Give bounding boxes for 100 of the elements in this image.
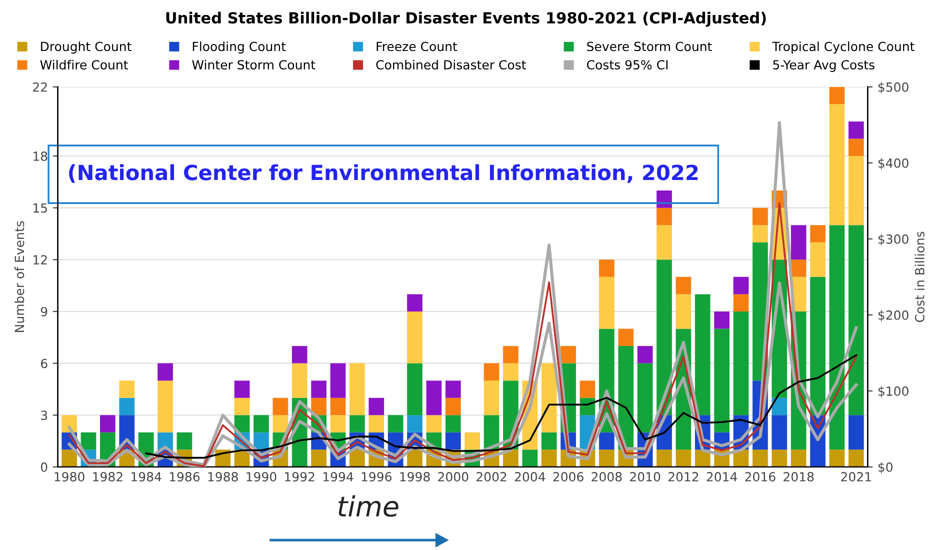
bar — [541, 363, 557, 432]
bar — [541, 450, 557, 467]
bar — [119, 380, 135, 398]
bar — [407, 294, 422, 312]
bar — [772, 415, 788, 450]
bar — [407, 311, 422, 364]
x-tick-label: 2012 — [668, 472, 698, 482]
bar — [772, 450, 788, 467]
y2-axis-title: Cost in Billions — [914, 232, 924, 322]
line-series — [68, 202, 858, 467]
bar — [829, 86, 845, 104]
bar — [158, 363, 173, 381]
bar — [158, 432, 173, 450]
bar — [330, 398, 346, 416]
bar — [176, 432, 192, 450]
bar — [254, 415, 269, 432]
x-tick-label: 2006 — [553, 472, 584, 482]
x-tick-label: 1982 — [93, 472, 122, 482]
bar — [599, 450, 614, 467]
line-series — [145, 354, 858, 459]
bar — [311, 450, 326, 467]
bar — [560, 346, 576, 364]
y2-tick-label: $100 — [878, 386, 908, 398]
bar — [676, 276, 692, 294]
legend-label: Flooding Count — [192, 42, 286, 54]
y-tick-label: 0 — [40, 462, 48, 472]
legend-label: Costs 95% CI — [586, 60, 668, 70]
bar — [445, 415, 461, 432]
bar — [733, 294, 749, 312]
bar — [388, 415, 404, 432]
bar — [368, 415, 384, 432]
bar — [407, 415, 422, 432]
bar — [790, 260, 806, 277]
bar — [848, 121, 864, 139]
x-tick-label: 2016 — [745, 472, 776, 482]
bar — [292, 346, 308, 364]
x-tick-label: 2000 — [438, 472, 468, 482]
bar — [599, 260, 614, 277]
bar — [790, 450, 806, 467]
annotation: (National Center for Environmental Information, 2022 — [69, 164, 698, 184]
bar — [292, 363, 308, 398]
bar — [599, 432, 614, 450]
bar — [772, 398, 788, 416]
bar — [676, 450, 692, 467]
bar — [350, 415, 365, 432]
bar — [848, 450, 864, 467]
x-tick-label: 1980 — [54, 472, 84, 482]
bar — [848, 415, 864, 450]
y-tick-label: 9 — [40, 306, 48, 316]
bar — [234, 380, 250, 398]
bar — [618, 328, 634, 346]
x-tick-label: 1998 — [400, 472, 430, 482]
bar — [848, 225, 864, 416]
bar — [350, 450, 365, 467]
bar — [350, 363, 365, 416]
chart-title: United States Billion-Dollar Disaster Events 1980-2021 (CPI-Adjusted) — [166, 12, 766, 27]
legend-label: Wildfire Count — [40, 60, 128, 70]
legend-label: Freeze Count — [376, 42, 458, 52]
legend-label: Severe Storm Count — [587, 42, 712, 52]
bar — [580, 380, 596, 398]
text: time — [338, 495, 398, 517]
x-tick-label: 2002 — [476, 472, 506, 482]
x-tick-label: 2014 — [706, 472, 738, 482]
y-tick-label: 22 — [33, 82, 47, 92]
x-tick-label: 1984 — [132, 472, 162, 482]
legend-label: 5-Year Avg Costs — [773, 60, 874, 72]
x-tick-label: 2021 — [841, 472, 871, 482]
x-tick-label: 1986 — [170, 472, 200, 482]
bar — [733, 311, 749, 416]
y-tick-label: 18 — [34, 151, 48, 161]
bar — [272, 415, 288, 432]
bar — [829, 450, 845, 467]
x-tick-label: 2010 — [630, 472, 660, 482]
y2-tick-label: $200 — [878, 310, 908, 322]
bar — [100, 415, 116, 432]
bar — [407, 363, 422, 416]
bar — [254, 432, 269, 450]
bar — [62, 415, 77, 432]
x-tick-label: 2018 — [784, 472, 814, 482]
line-series — [68, 121, 858, 466]
legend-label: Tropical Cyclone Count — [772, 42, 914, 54]
bar — [407, 450, 422, 467]
bar — [714, 328, 730, 432]
bar — [368, 398, 384, 416]
bar — [445, 432, 461, 450]
x-tick-label: 2008 — [592, 472, 622, 482]
y-tick-label: 15 — [34, 203, 47, 213]
y-tick-label: 6 — [40, 358, 48, 368]
bar — [829, 225, 845, 450]
x-tick-label: 1996 — [362, 472, 392, 482]
bar — [637, 346, 653, 364]
bar — [80, 432, 96, 450]
bar — [272, 398, 288, 416]
bar — [426, 380, 442, 416]
x-tick-label: 1994 — [323, 472, 354, 482]
bar — [752, 450, 768, 467]
bar — [541, 432, 557, 450]
y-tick-label: 12 — [34, 255, 47, 264]
bar — [810, 276, 826, 416]
bar — [426, 415, 442, 432]
